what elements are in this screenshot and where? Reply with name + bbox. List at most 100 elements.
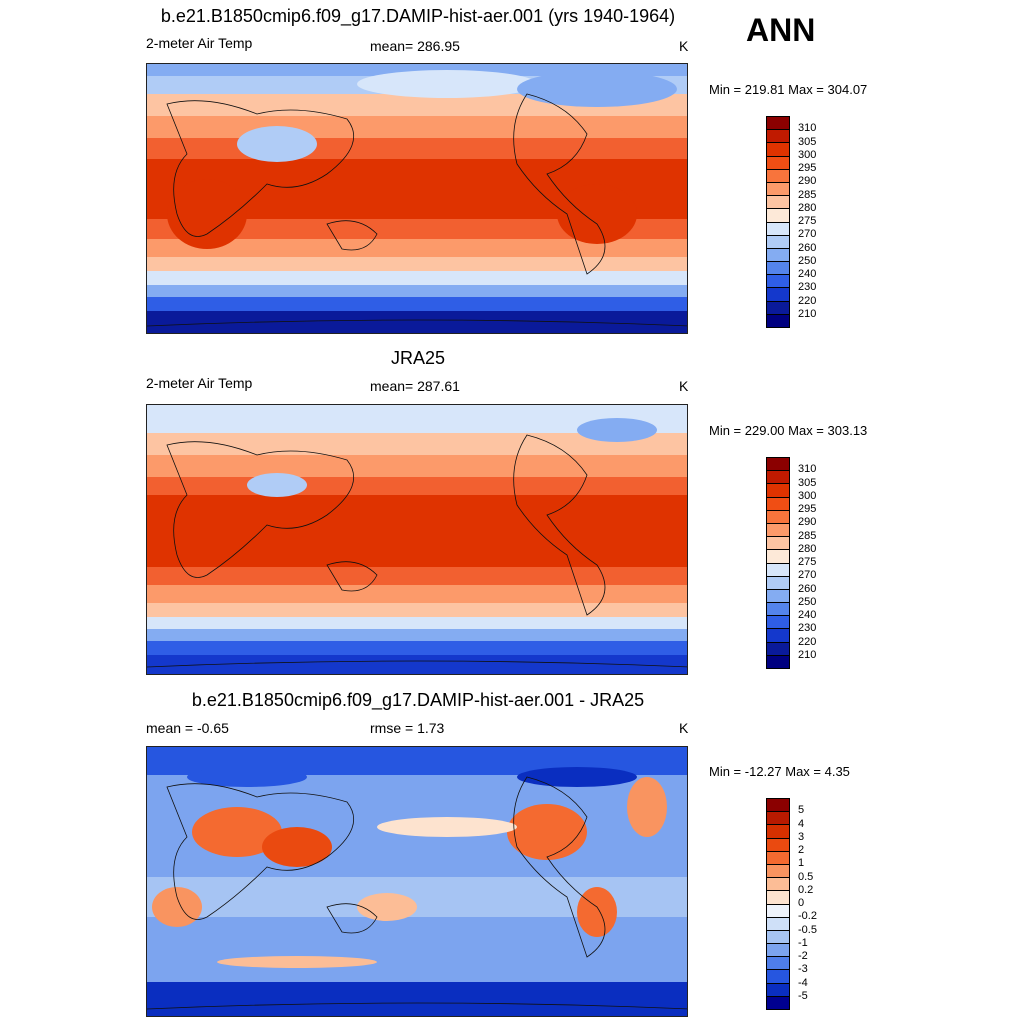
colorbar-swatch bbox=[767, 825, 789, 839]
colorbar-swatch bbox=[767, 301, 789, 315]
colorbar-tick-label: 240 bbox=[798, 268, 817, 280]
colorbar-swatch bbox=[767, 799, 789, 813]
colorbar-tick-label: 5 bbox=[798, 804, 805, 817]
colorbar-swatch bbox=[767, 616, 789, 630]
colorbar-tick-label: 285 bbox=[798, 188, 817, 201]
colorbar-tick-label: 220 bbox=[798, 294, 817, 307]
panel-2-colorbar bbox=[766, 457, 790, 669]
colorbar-tick-label: 280 bbox=[798, 542, 817, 555]
colorbar-tick-label: 290 bbox=[798, 516, 817, 529]
colorbar-tick-label: 230 bbox=[798, 281, 817, 294]
colorbar-swatch bbox=[767, 851, 789, 865]
colorbar-swatch bbox=[767, 970, 789, 984]
panel-1-units-label: K bbox=[679, 38, 689, 54]
colorbar-tick-label: -5 bbox=[798, 989, 808, 1002]
colorbar-swatch bbox=[767, 248, 789, 263]
colorbar-swatch bbox=[767, 589, 789, 604]
colorbar-tick-label: 250 bbox=[798, 254, 817, 267]
colorbar-tick-label: 0.2 bbox=[798, 883, 814, 896]
colorbar-tick-label: -0.5 bbox=[798, 923, 817, 936]
colorbar-tick-label: 310 bbox=[798, 122, 817, 135]
colorbar-tick-label: 300 bbox=[798, 148, 817, 161]
colorbar-swatch bbox=[767, 878, 789, 892]
colorbar-tick-label: 4 bbox=[798, 817, 805, 830]
panel-2-colorbar-labels: 310 305 300 295 290 285 280 275 270 260 250 240 230 2… bbox=[798, 457, 858, 669]
colorbar-swatch bbox=[767, 288, 789, 302]
panel-1-colorbar-labels: 310 305 300 295 290 285 280 275 270 260 250 240 230 2… bbox=[798, 116, 858, 328]
panel-1-variable-label: 2-meter Air Temp bbox=[146, 35, 253, 51]
colorbar-tick-label: -0.2 bbox=[798, 910, 817, 923]
panel-3-mean-label: mean = -0.65 bbox=[146, 720, 229, 736]
panel-1-colorbar bbox=[766, 116, 790, 328]
panel-3-map bbox=[146, 746, 688, 1017]
colorbar-swatch bbox=[767, 996, 789, 1009]
colorbar-tick-label: 220 bbox=[798, 635, 817, 648]
colorbar-tick-label: 270 bbox=[798, 228, 817, 241]
colorbar-tick-label: 310 bbox=[798, 463, 817, 476]
panel-1-mean-label: mean= 286.95 bbox=[370, 38, 460, 54]
colorbar-tick-label: 275 bbox=[798, 215, 817, 227]
colorbar-swatch bbox=[767, 891, 789, 905]
panel-3-title: b.e21.B1850cmip6.f09_g17.DAMIP-hist-aer.… bbox=[191, 690, 645, 710]
colorbar-tick-label: 275 bbox=[798, 556, 817, 568]
colorbar-swatch bbox=[767, 235, 789, 249]
panel-2-map bbox=[146, 404, 688, 675]
colorbar-swatch bbox=[767, 812, 789, 826]
colorbar-tick-label: -3 bbox=[798, 963, 808, 976]
colorbar-tick-label: 305 bbox=[798, 135, 817, 148]
colorbar-tick-label: -2 bbox=[798, 950, 808, 962]
colorbar-swatch bbox=[767, 930, 789, 945]
colorbar-tick-label: 210 bbox=[798, 648, 817, 661]
colorbar-swatch bbox=[767, 130, 789, 144]
colorbar-swatch bbox=[767, 944, 789, 958]
colorbar-swatch bbox=[767, 563, 789, 577]
colorbar-tick-label: 0 bbox=[798, 897, 805, 909]
colorbar-swatch bbox=[767, 550, 789, 564]
colorbar-swatch bbox=[767, 642, 789, 656]
colorbar-swatch bbox=[767, 156, 789, 170]
colorbar-tick-label: 210 bbox=[798, 307, 817, 320]
colorbar-swatch bbox=[767, 458, 789, 472]
colorbar-swatch bbox=[767, 182, 789, 197]
panel-2-units-label: K bbox=[679, 378, 689, 394]
colorbar-swatch bbox=[767, 603, 789, 617]
panel-3-rmse-label: rmse = 1.73 bbox=[370, 720, 445, 736]
colorbar-tick-label: 280 bbox=[798, 201, 817, 214]
colorbar-tick-label: -1 bbox=[798, 936, 808, 949]
colorbar-swatch bbox=[767, 917, 789, 931]
colorbar-swatch bbox=[767, 209, 789, 223]
colorbar-tick-label: 270 bbox=[798, 569, 817, 582]
colorbar-tick-label: 290 bbox=[798, 175, 817, 188]
colorbar-swatch bbox=[767, 117, 789, 131]
colorbar-swatch bbox=[767, 471, 789, 485]
colorbar-swatch bbox=[767, 655, 789, 668]
panel-2-mean-label: mean= 287.61 bbox=[370, 378, 460, 394]
colorbar-swatch bbox=[767, 484, 789, 498]
panel-2-minmax-label: Min = 229.00 Max = 303.13 bbox=[709, 423, 868, 438]
colorbar-tick-label: 240 bbox=[798, 609, 817, 621]
panel-3-colorbar bbox=[766, 798, 790, 1010]
colorbar-tick-label: 260 bbox=[798, 582, 817, 595]
panel-3-minmax-label: Min = -12.27 Max = 4.35 bbox=[709, 764, 850, 779]
colorbar-swatch bbox=[767, 497, 789, 511]
colorbar-tick-label: -4 bbox=[798, 976, 808, 989]
colorbar-swatch bbox=[767, 629, 789, 643]
colorbar-swatch bbox=[767, 983, 789, 997]
colorbar-tick-label: 300 bbox=[798, 489, 817, 502]
colorbar-tick-label: 295 bbox=[798, 503, 817, 515]
colorbar-swatch bbox=[767, 143, 789, 157]
colorbar-tick-label: 2 bbox=[798, 844, 805, 856]
colorbar-swatch bbox=[767, 523, 789, 538]
colorbar-swatch bbox=[767, 864, 789, 879]
colorbar-tick-label: 0.5 bbox=[798, 870, 814, 883]
panel-3-units-label: K bbox=[679, 720, 689, 736]
panel-1-map bbox=[146, 63, 688, 334]
colorbar-swatch bbox=[767, 196, 789, 210]
colorbar-swatch bbox=[767, 838, 789, 852]
colorbar-tick-label: 295 bbox=[798, 162, 817, 174]
colorbar-swatch bbox=[767, 314, 789, 327]
colorbar-tick-label: 230 bbox=[798, 622, 817, 635]
panel-2-title: JRA25 bbox=[390, 348, 446, 368]
colorbar-tick-label: 3 bbox=[798, 830, 805, 843]
colorbar-swatch bbox=[767, 510, 789, 524]
